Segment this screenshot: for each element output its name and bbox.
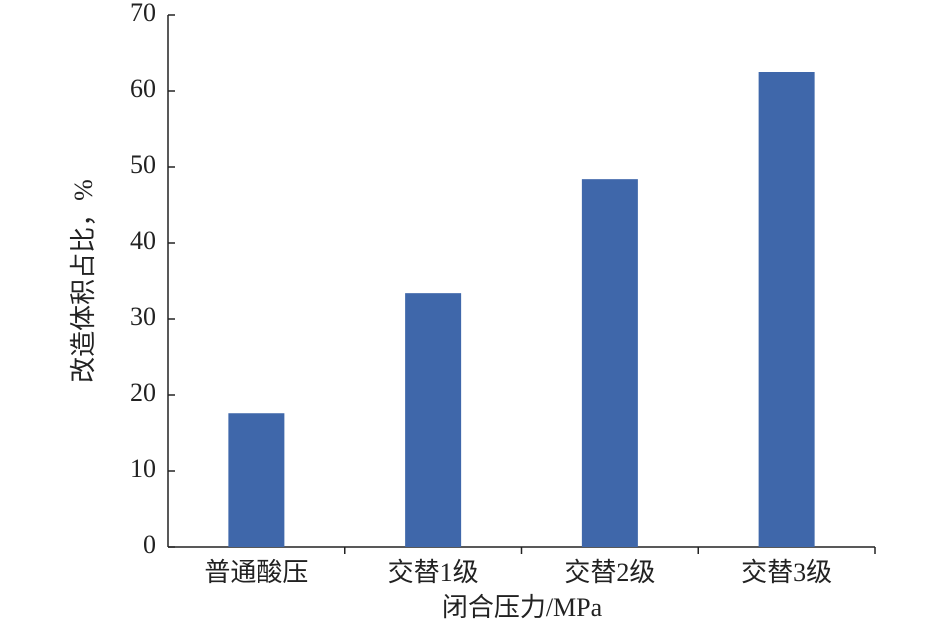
y-tick-label: 0 — [143, 530, 156, 559]
y-axis-label: 改造体积占比，% — [69, 179, 98, 383]
x-tick-label: 交替2级 — [564, 558, 655, 587]
y-tick-label: 10 — [130, 454, 156, 483]
x-axis-label: 闭合压力/MPa — [442, 593, 603, 622]
bar — [581, 179, 638, 547]
y-tick-label: 40 — [130, 226, 156, 255]
y-tick-label: 60 — [130, 74, 156, 103]
y-tick-label: 50 — [130, 150, 156, 179]
x-tick-label: 普通酸压 — [204, 558, 308, 587]
x-tick-label: 交替1级 — [388, 558, 479, 587]
x-tick-label: 交替3级 — [741, 558, 832, 587]
y-tick-label: 70 — [130, 0, 156, 27]
bar — [405, 293, 462, 547]
y-tick-label: 20 — [130, 378, 156, 407]
y-tick-label: 30 — [130, 302, 156, 331]
bar — [758, 72, 815, 547]
bar — [228, 413, 285, 547]
